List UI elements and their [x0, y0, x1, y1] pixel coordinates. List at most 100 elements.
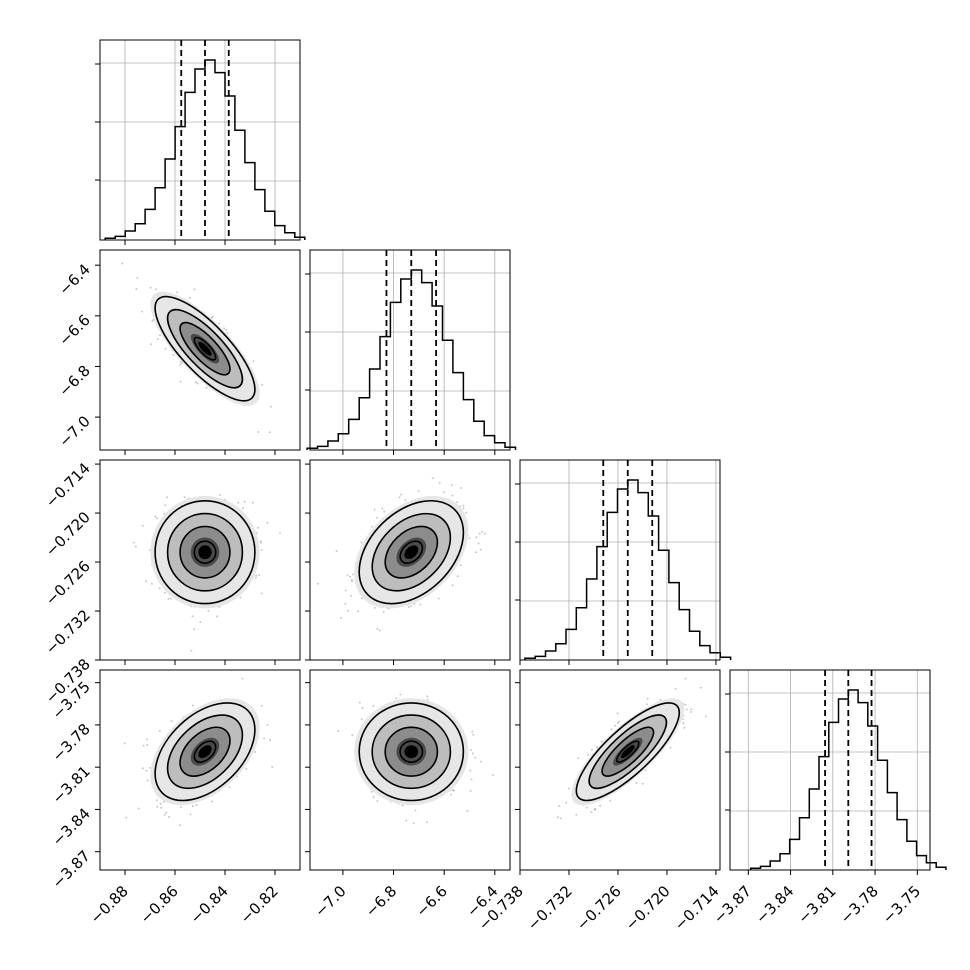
scatter-point: [141, 524, 144, 527]
scatter-point: [269, 405, 272, 408]
panel-frame-2-2: [519, 459, 721, 661]
scatter-point: [350, 579, 353, 581]
scatter-point: [123, 742, 126, 745]
scatter-point: [156, 338, 159, 340]
scatter-point: [125, 816, 128, 819]
scatter-point: [617, 722, 619, 724]
scatter-point: [145, 580, 148, 583]
scatter-point: [165, 811, 168, 814]
scatter-point: [426, 695, 429, 698]
scatter-point: [216, 615, 218, 618]
scatter-point: [266, 723, 269, 726]
scatter-point: [699, 686, 702, 689]
scatter-point: [132, 541, 135, 544]
contour-3-1-0: [399, 740, 424, 764]
scatter-point: [163, 512, 166, 515]
scatter-point: [317, 582, 319, 585]
scatter-point: [158, 334, 161, 337]
scatter-point: [690, 708, 693, 711]
x-tick-label-3-3: −3.78: [837, 882, 882, 927]
scatter-point: [142, 744, 145, 747]
scatter-point: [344, 602, 347, 605]
scatter-point: [179, 363, 182, 366]
scatter-point: [195, 804, 198, 807]
x-tick-label-0-2: −0.84: [187, 882, 232, 927]
scatter-point: [349, 594, 352, 597]
density-shade-2-0-4: [198, 545, 212, 560]
scatter-point: [225, 328, 228, 331]
scatter-point: [372, 796, 375, 798]
scatter-point: [141, 767, 144, 770]
scatter-point: [155, 288, 157, 291]
scatter-point: [575, 813, 578, 816]
scatter-point: [149, 766, 151, 769]
scatter-point: [211, 800, 213, 803]
scatter-point: [151, 320, 154, 323]
scatter-point: [156, 799, 158, 802]
scatter-point: [417, 490, 420, 492]
scatter-point: [410, 605, 412, 608]
scatter-point: [254, 751, 257, 753]
scatter-point: [150, 343, 153, 346]
scatter-point: [466, 809, 469, 812]
scatter-point: [279, 531, 281, 534]
y-tick-label-3-2: −3.81: [49, 762, 94, 807]
scatter-point: [568, 787, 570, 790]
scatter-point: [189, 296, 191, 299]
contour-3-1-1: [384, 726, 439, 777]
scatter-point: [378, 629, 381, 632]
scatter-point: [558, 805, 561, 807]
scatter-point: [370, 525, 373, 528]
scatter-point: [587, 753, 590, 756]
scatter-point: [258, 574, 261, 577]
scatter-point: [150, 582, 153, 585]
scatter-point: [478, 532, 481, 535]
scatter-point: [683, 726, 686, 729]
scatter-point: [179, 380, 182, 383]
scatter-point: [193, 628, 196, 631]
scatter-point: [426, 698, 429, 701]
scatter-point: [462, 504, 465, 507]
scatter-point: [167, 597, 170, 600]
scatter-point: [376, 627, 379, 630]
scatter-point: [337, 730, 340, 732]
contour-3-2-3: [575, 702, 681, 802]
scatter-point: [450, 484, 453, 487]
scatter-point: [373, 606, 376, 609]
scatter-point: [412, 822, 415, 825]
x-tick-label-2-3: −0.720: [622, 882, 674, 934]
panel-frame-0-0: [99, 39, 301, 241]
marks-layer: [104, 40, 947, 870]
scatter-point: [358, 701, 361, 704]
contour-3-2-1: [601, 726, 655, 777]
scatter-point: [211, 315, 214, 318]
scatter-point: [452, 788, 454, 791]
scatter-point: [689, 711, 692, 713]
scatter-point: [595, 746, 598, 748]
scatter-point: [659, 698, 662, 701]
scatter-point: [462, 507, 465, 510]
scatter-point: [193, 288, 196, 291]
contour-3-2-2: [588, 714, 668, 790]
scatter-point: [254, 576, 257, 579]
x-tick-label-3-2: −3.81: [794, 882, 839, 927]
scatter-point: [191, 805, 194, 808]
scatter-point: [465, 511, 467, 514]
scatter-point: [577, 757, 580, 760]
y-tick-label-1-3: −6.4: [55, 260, 93, 298]
scatter-point: [256, 526, 259, 529]
scatter-point: [241, 677, 244, 680]
panel-frame-3-0: [99, 669, 301, 871]
scatter-point: [252, 501, 254, 504]
scatter-point: [176, 291, 179, 294]
x-tick-label-2-2: −0.726: [573, 882, 625, 934]
scatter-point: [163, 813, 166, 816]
scatter-point: [472, 733, 475, 736]
scatter-point: [452, 789, 455, 792]
scatter-point: [609, 799, 612, 802]
scatter-point: [257, 431, 260, 433]
density-shade-3-1-4: [404, 745, 419, 759]
scatter-point: [172, 353, 175, 356]
scatter-point: [376, 516, 378, 519]
scatter-point: [407, 606, 410, 608]
